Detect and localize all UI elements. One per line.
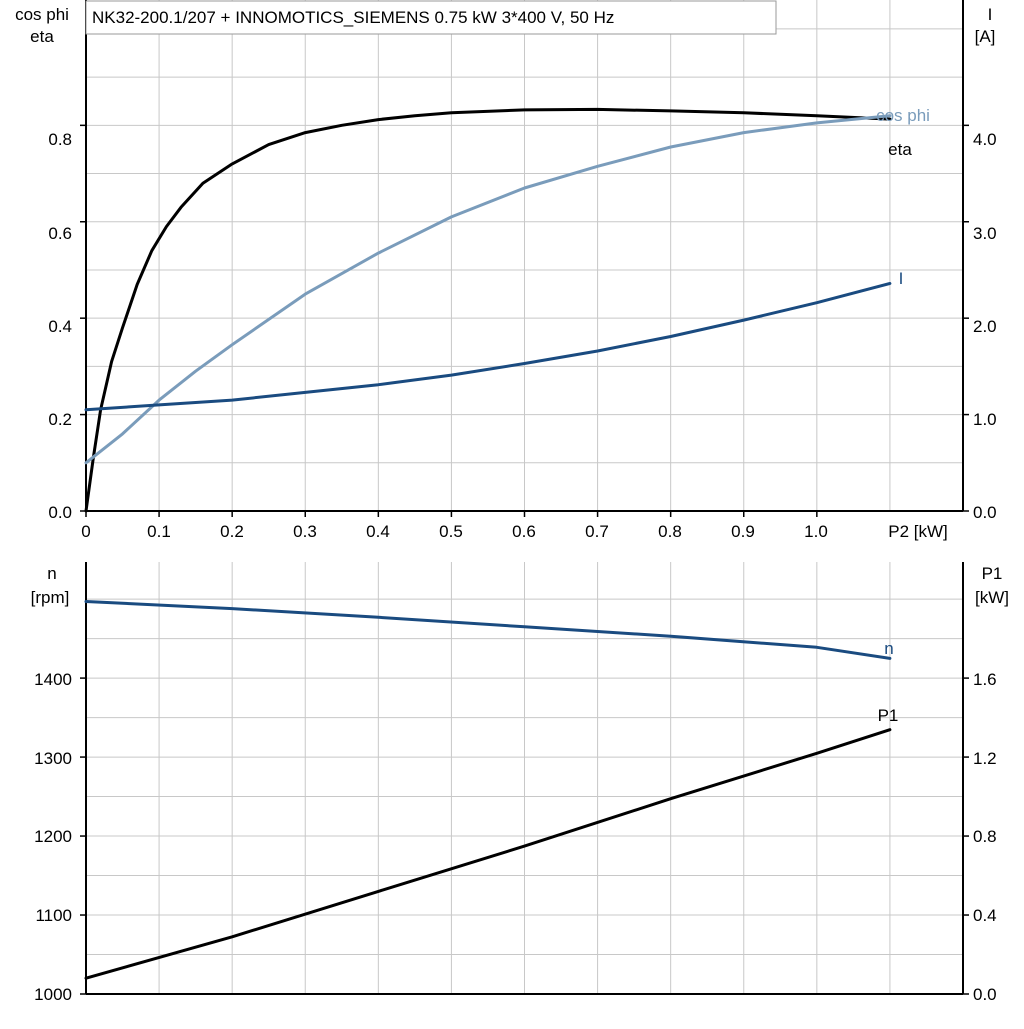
- x-axis-label: P2 [kW]: [888, 522, 948, 541]
- bottom-left-tick-label: 1100: [35, 906, 72, 925]
- top-gridlines: [80, 0, 969, 517]
- top-right-tick-label: 2.0: [973, 317, 997, 336]
- p1-curve-label: P1: [878, 706, 899, 725]
- bottom-left-tick-label: 1400: [34, 670, 72, 689]
- x-tick-label: 0: [81, 522, 90, 541]
- bottom-right-tick-label: 1.6: [973, 670, 997, 689]
- top-right-tick-label: 0.0: [973, 503, 997, 522]
- bottom-left-axis-label-line1: n: [47, 564, 56, 583]
- chart-title-box: [85, 0, 777, 35]
- top-left-tick-label: 0.6: [48, 224, 72, 243]
- cos-phi-curve: [84, 114, 892, 465]
- cos-phi-curve-label: cos phi: [876, 106, 930, 125]
- x-tick-label: 0.3: [293, 522, 317, 541]
- x-tick-label: 0.6: [512, 522, 536, 541]
- x-tick-label: 0.9: [731, 522, 755, 541]
- top-left-tick-label: 0.0: [48, 503, 72, 522]
- bottom-right-tick-label: 1.2: [973, 749, 997, 768]
- bottom-series-group: [84, 600, 892, 980]
- x-tick-label: 0.1: [147, 522, 171, 541]
- bottom-right-tick-label: 0.4: [973, 906, 997, 925]
- x-tick-label: 1.0: [804, 522, 828, 541]
- p1-curve: [84, 728, 892, 980]
- current-curve-label: I: [899, 269, 904, 288]
- top-series-group: [84, 107, 892, 513]
- bottom-panel: n [rpm] P1 [kW] 1000 1100 1200 1300 1400…: [31, 562, 1009, 1004]
- x-tick-label: 0.4: [366, 522, 390, 541]
- i-curve: [84, 282, 892, 412]
- top-right-tick-label: 3.0: [973, 224, 997, 243]
- bottom-right-axis-label-line1: P1: [982, 564, 1003, 583]
- top-right-axis-label-line1: I: [988, 5, 993, 24]
- bottom-gridlines: [80, 562, 969, 995]
- top-left-axis-label-line2: eta: [30, 27, 54, 46]
- x-tick-label: 0.7: [585, 522, 609, 541]
- eta-curve: [84, 107, 892, 513]
- x-tick-label: 0.8: [658, 522, 682, 541]
- top-panel: NK32-200.1/207 + INNOMOTICS_SIEMENS 0.75…: [15, 0, 997, 541]
- bottom-left-tick-label: 1300: [34, 749, 72, 768]
- bottom-right-axis-label-line2: [kW]: [975, 588, 1009, 607]
- top-left-tick-label: 0.2: [48, 410, 72, 429]
- x-tick-label: 0.2: [220, 522, 244, 541]
- bottom-left-tick-label: 1000: [34, 985, 72, 1004]
- n-curve: [84, 600, 892, 660]
- chart-title: NK32-200.1/207 + INNOMOTICS_SIEMENS 0.75…: [92, 8, 614, 27]
- bottom-right-tick-label: 0.8: [973, 827, 997, 846]
- top-right-tick-label: 1.0: [973, 410, 997, 429]
- eta-curve-label: eta: [888, 140, 912, 159]
- bottom-left-axis-label-line2: [rpm]: [31, 588, 70, 607]
- x-tick-label: 0.5: [439, 522, 463, 541]
- bottom-right-tick-label: 0.0: [973, 985, 997, 1004]
- top-right-axis-label-line2: [A]: [975, 27, 996, 46]
- top-left-tick-label: 0.8: [48, 130, 72, 149]
- speed-curve-label: n: [884, 639, 893, 658]
- top-left-axis-label-line1: cos phi: [15, 5, 69, 24]
- top-left-tick-label: 0.4: [48, 317, 72, 336]
- bottom-left-tick-label: 1200: [34, 827, 72, 846]
- top-right-tick-label: 4.0: [973, 130, 997, 149]
